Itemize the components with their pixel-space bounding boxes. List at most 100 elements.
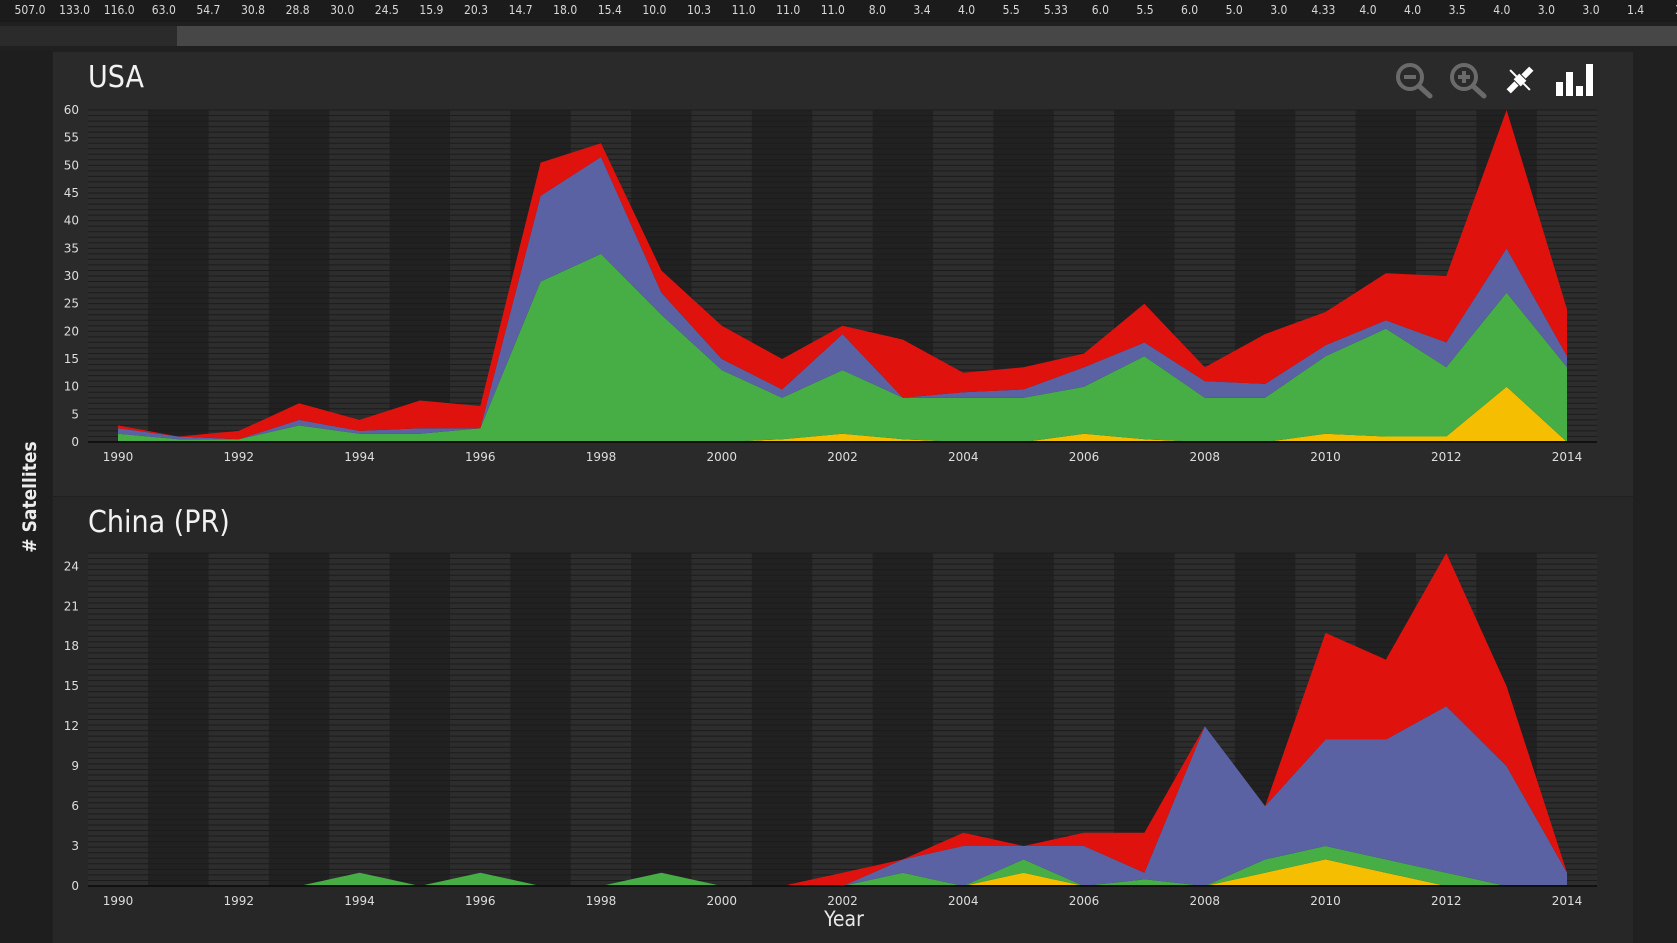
ticker-value: 11.0 xyxy=(776,3,801,17)
x-tick-label: 2004 xyxy=(948,894,979,908)
ticker-value: 11.0 xyxy=(820,3,845,17)
ticker-value: 30.8 xyxy=(240,3,266,17)
ticker-value: 4.0 xyxy=(958,3,976,17)
x-tick-label: 2008 xyxy=(1189,450,1220,464)
ticker-value: 4.0 xyxy=(1404,3,1422,17)
y-tick-label: 10 xyxy=(64,380,79,394)
x-tick-label: 1990 xyxy=(103,894,134,908)
y-tick-label: 24 xyxy=(64,559,79,573)
x-tick-label: 2012 xyxy=(1431,894,1462,908)
bar-chart-icon xyxy=(1556,64,1593,96)
ticker-value: 8.0 xyxy=(868,3,886,17)
y-tick-label: 45 xyxy=(64,186,79,200)
y-tick-label: 3 xyxy=(71,839,79,853)
x-tick-label: 2012 xyxy=(1431,450,1462,464)
zoom-in-button[interactable] xyxy=(1446,58,1490,102)
ticker-value: 28.8 xyxy=(285,3,310,17)
y-tick-label: 15 xyxy=(64,679,79,693)
ticker-value: 6.0 xyxy=(1181,3,1199,17)
x-tick-label: 2002 xyxy=(827,894,858,908)
y-tick-label: 21 xyxy=(64,599,79,613)
ticker-value: 54.7 xyxy=(196,3,221,17)
ticker-value: 20.3 xyxy=(463,3,489,17)
ticker-value: 116.0 xyxy=(103,3,135,17)
x-tick-label: 2004 xyxy=(948,450,979,464)
y-tick-label: 30 xyxy=(64,269,79,283)
area-series-2 xyxy=(118,846,1567,886)
x-tick-label: 1992 xyxy=(223,894,254,908)
x-tick-label: 2006 xyxy=(1069,450,1100,464)
y-tick-label: 0 xyxy=(71,435,79,449)
zoom-in-icon xyxy=(1450,63,1487,99)
ticker-value: 1.4 xyxy=(1627,3,1645,17)
y-tick-label: 12 xyxy=(64,719,79,733)
ticker-value: 11.0 xyxy=(731,3,756,17)
bar-chart-button[interactable] xyxy=(1552,58,1596,102)
y-tick-label: 40 xyxy=(64,214,79,228)
ticker-value: 3.0 xyxy=(1537,3,1555,17)
x-tick-label: 2010 xyxy=(1310,894,1341,908)
ticker-value: 4.0 xyxy=(1359,3,1377,17)
chart-title: China (PR) xyxy=(88,505,230,540)
ticker-value: 3.4 xyxy=(913,3,931,17)
ticker-value: 63.0 xyxy=(151,3,176,17)
x-tick-label: 1996 xyxy=(465,894,496,908)
ticker-value: 3.0 xyxy=(1270,3,1288,17)
ticker-value: 18.0 xyxy=(553,3,578,17)
x-tick-label: 2000 xyxy=(706,450,737,464)
y-tick-label: 15 xyxy=(64,352,79,366)
ticker-value: 10.3 xyxy=(686,3,712,17)
y-tick-label: 55 xyxy=(64,131,79,145)
ticker-value: 5.5 xyxy=(1002,3,1020,17)
satellite-button[interactable] xyxy=(1498,58,1542,102)
x-tick-label: 2006 xyxy=(1069,894,1100,908)
ticker-value: 133.0 xyxy=(59,3,91,17)
y-tick-label: 60 xyxy=(64,103,79,117)
x-tick-label: 2010 xyxy=(1310,450,1341,464)
chart-toolbar xyxy=(1392,58,1602,102)
scrollbar-thumb[interactable] xyxy=(177,26,1677,46)
x-tick-label: 2014 xyxy=(1552,894,1583,908)
ticker-value: 14.7 xyxy=(508,3,533,17)
horizontal-scrollbar[interactable] xyxy=(0,26,1677,46)
ticker-value: 3.0 xyxy=(1582,3,1600,17)
satellite-icon xyxy=(1506,66,1534,94)
ticker-value: 4.33 xyxy=(1311,3,1336,17)
ticker-value: 30.0 xyxy=(330,3,355,17)
y-tick-label: 35 xyxy=(64,241,79,255)
area-series-2 xyxy=(118,253,1567,442)
y-tick-label: 5 xyxy=(71,407,79,421)
ticker-value: 6.0 xyxy=(1091,3,1109,17)
x-tick-label: 1990 xyxy=(103,450,134,464)
y-tick-label: 50 xyxy=(64,158,79,172)
x-axis-label: Year xyxy=(824,907,864,931)
ticker-value: 507.0 xyxy=(14,3,46,17)
x-tick-label: 2002 xyxy=(827,450,858,464)
ticker-value: 24.5 xyxy=(374,3,399,17)
ticker-value: 15.9 xyxy=(419,3,444,17)
x-tick-label: 1992 xyxy=(223,450,254,464)
y-tick-label: 6 xyxy=(71,799,79,813)
ticker-value: 5.0 xyxy=(1225,3,1243,17)
x-tick-label: 1996 xyxy=(465,450,496,464)
ticker-value: 5.5 xyxy=(1136,3,1154,17)
y-tick-label: 0 xyxy=(71,879,79,893)
x-tick-label: 1994 xyxy=(344,450,375,464)
ticker-value: 3.5 xyxy=(1448,3,1466,17)
x-tick-label: 2000 xyxy=(706,894,737,908)
x-tick-label: 1998 xyxy=(586,894,617,908)
ticker-value: 3. xyxy=(1675,3,1677,17)
left-axis-strip xyxy=(0,50,52,943)
y-tick-label: 20 xyxy=(64,324,79,338)
x-tick-label: 1994 xyxy=(344,894,375,908)
y-tick-label: 25 xyxy=(64,297,79,311)
ticker-value: 10.0 xyxy=(642,3,667,17)
zoom-out-button[interactable] xyxy=(1392,58,1436,102)
top-value-ticker: 507.0 133.0 116.0 63.0 54.7 30.8 28.8 30.0 24.5 1… xyxy=(0,0,1677,22)
ticker-value: 5.33 xyxy=(1043,3,1068,17)
y-tick-label: 9 xyxy=(71,759,79,773)
ticker-value: 4.0 xyxy=(1493,3,1511,17)
chart-title: USA xyxy=(88,60,144,95)
